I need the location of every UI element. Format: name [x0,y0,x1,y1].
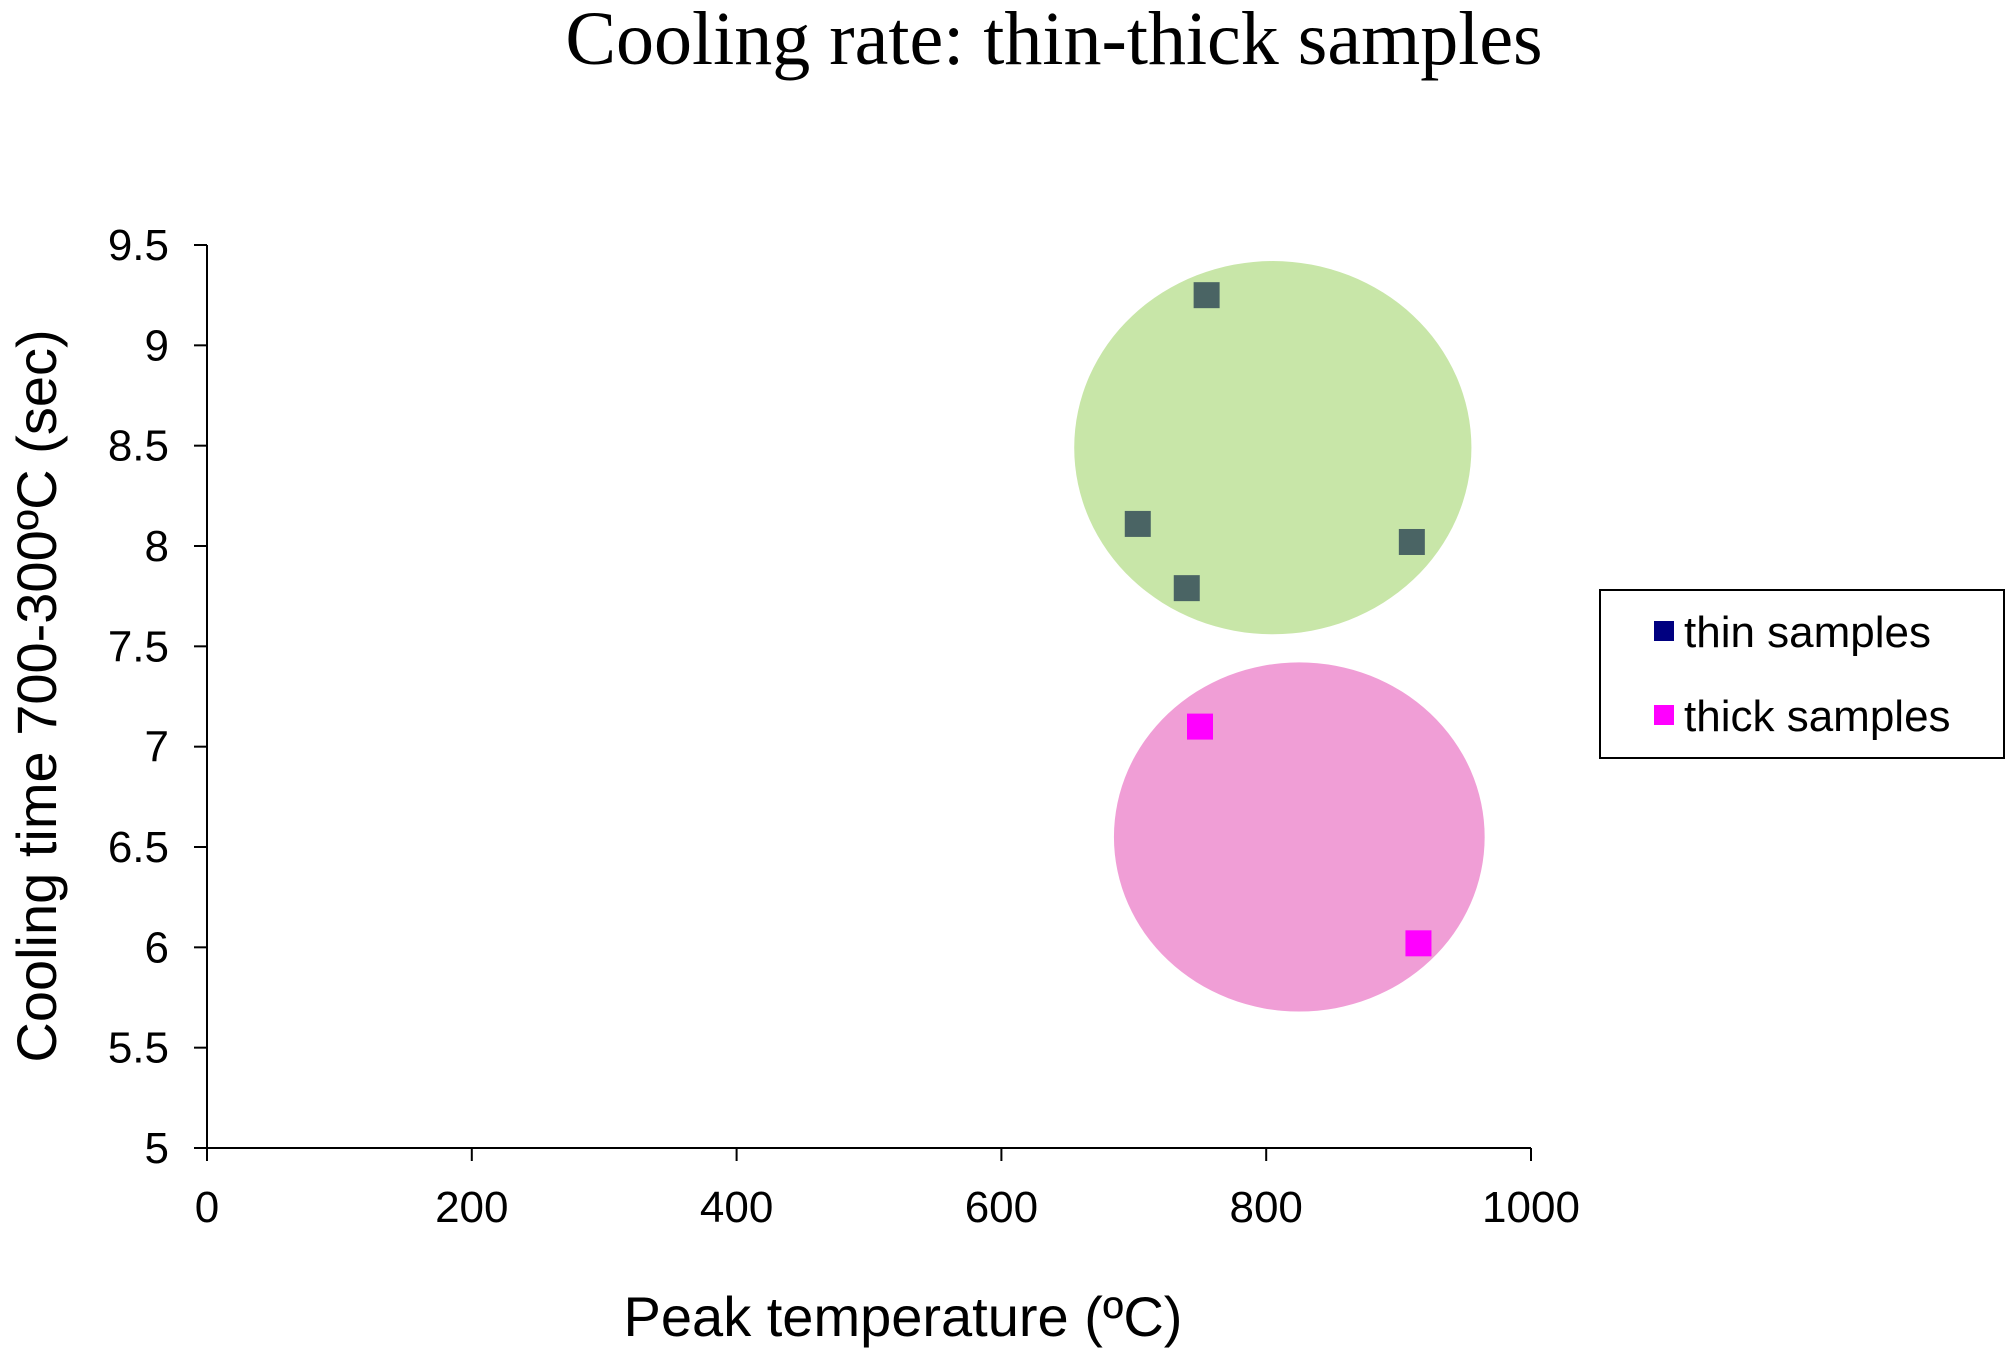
x-tick-label: 0 [195,1183,219,1232]
y-tick-label: 7.5 [108,622,169,671]
x-tick-label: 400 [700,1183,773,1232]
thin-sample-point [1398,528,1425,555]
x-tick-label: 600 [965,1183,1038,1232]
thin-sample-point [1124,510,1151,537]
x-tick-label: 1000 [1482,1183,1580,1232]
y-tick-label: 9 [145,321,169,370]
y-tick-label: 5.5 [108,1024,169,1073]
y-tick-label: 7 [145,723,169,772]
y-tick-label: 8.5 [108,422,169,471]
y-tick-label: 8 [145,522,169,571]
data-points [1124,282,1432,957]
cluster-ellipses [1074,261,1485,1012]
chart-title: Cooling rate: thin-thick samples [565,0,1542,81]
x-tick-label: 200 [435,1183,508,1232]
cluster-ellipse-thin [1074,261,1472,635]
y-axis-label: Cooling time 700-300ºC (sec) [5,329,68,1062]
legend-label-thin: thin samples [1684,608,1931,657]
thick-sample-point [1187,713,1213,740]
thin-sample-point [1193,282,1220,309]
legend-marker-thick [1654,705,1674,725]
y-tick-label: 6 [145,923,169,972]
x-ticks: 0 200 400 600 800 1000 [195,1148,1580,1232]
y-tick-label: 9.5 [108,221,169,270]
legend: thin samples thick samples [1599,589,2005,759]
legend-marker-thin [1654,621,1674,641]
y-tick-label: 6.5 [108,823,169,872]
x-tick-label: 800 [1229,1183,1302,1232]
legend-box [1599,589,2005,759]
cluster-ellipse-thick [1113,662,1485,1012]
legend-label-thick: thick samples [1684,692,1951,741]
thick-sample-point [1405,930,1432,957]
y-tick-label: 5 [145,1124,169,1173]
thin-sample-point [1173,575,1200,602]
axes [206,245,1531,1149]
x-axis-label: Peak temperature (ºC) [624,1285,1183,1348]
y-ticks: 5 5.5 6 6.5 7 7.5 8 8.5 9 9.5 [108,221,207,1173]
